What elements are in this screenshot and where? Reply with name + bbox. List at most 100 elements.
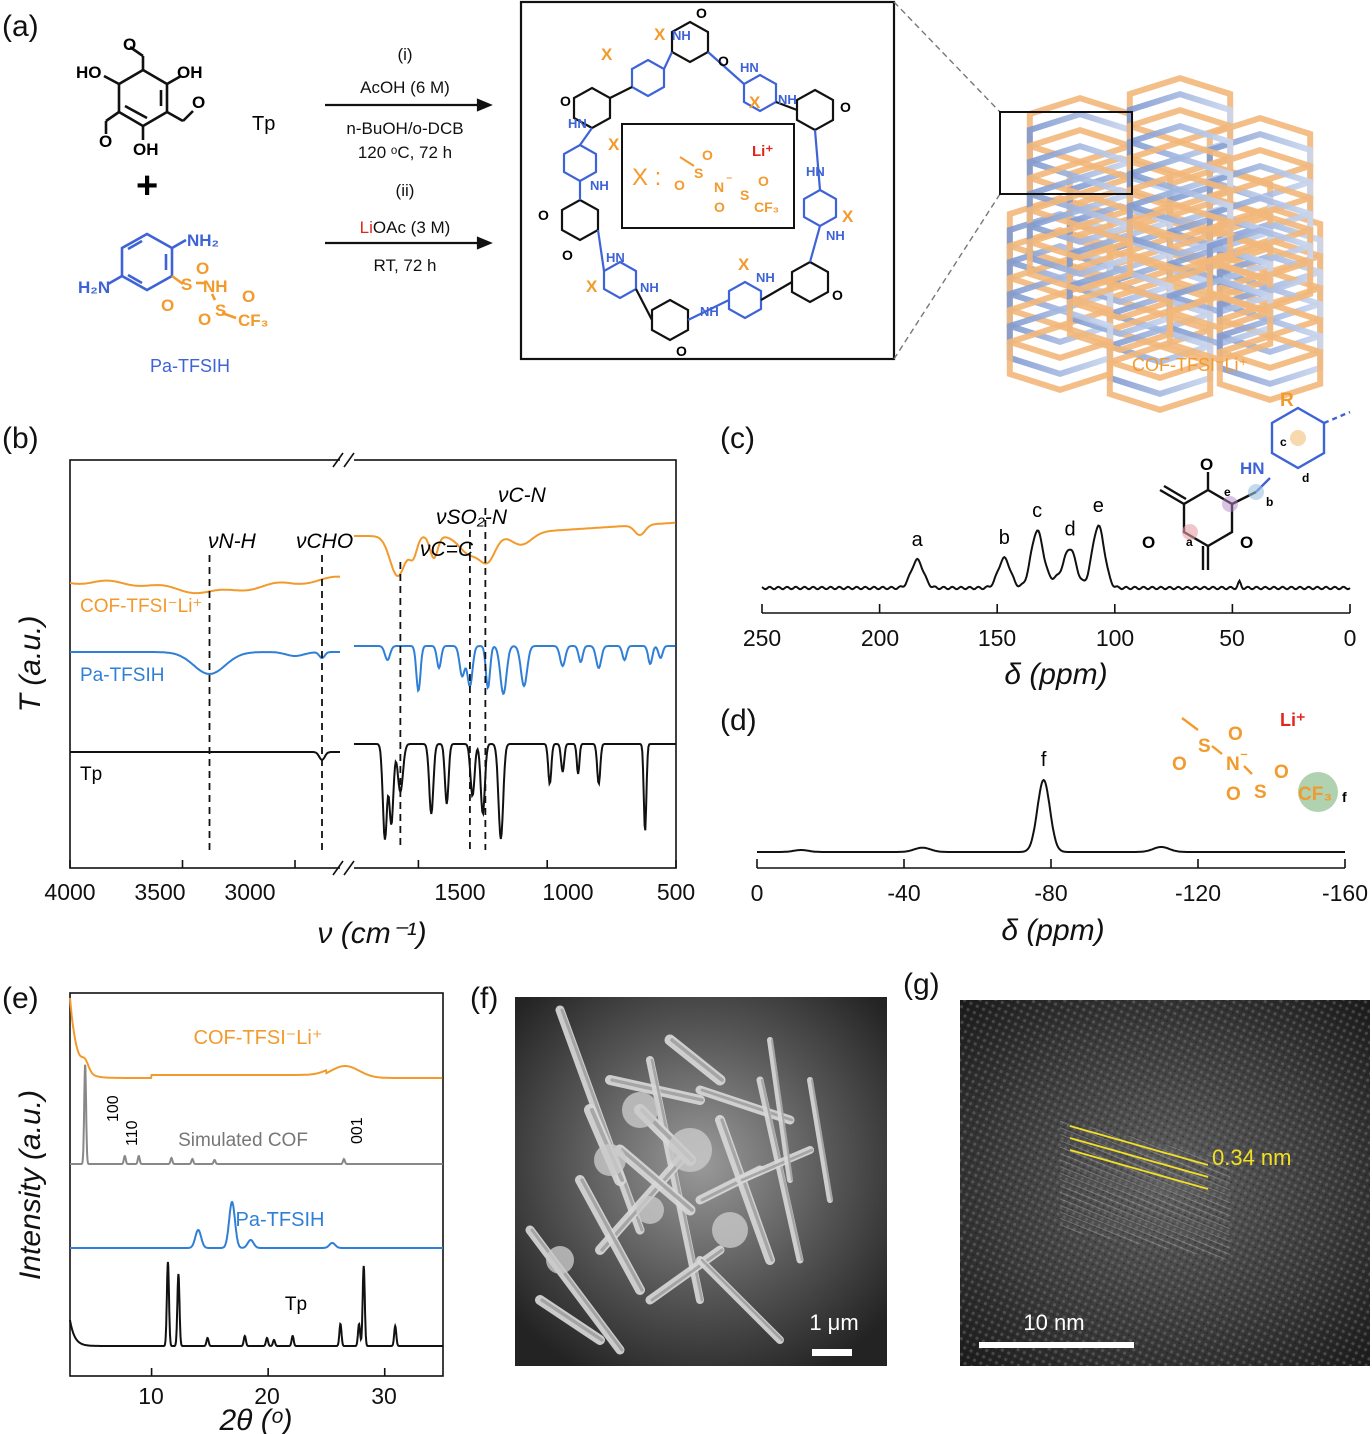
c-inset-structure xyxy=(1159,406,1351,570)
sem-particle xyxy=(594,1144,626,1176)
c-inset-hn: HN xyxy=(1240,459,1265,478)
ftir-series-line xyxy=(354,644,676,696)
ftir-marker-lines xyxy=(208,508,487,850)
network-o-7: O xyxy=(676,343,687,359)
d-inset-cf3: CF₃ xyxy=(1298,784,1332,805)
ftir-series-line xyxy=(354,742,676,840)
c-tick-200: 200 xyxy=(861,625,899,651)
panel-label-g: (g) xyxy=(903,968,940,1001)
xrd-x-ticks xyxy=(150,1368,386,1376)
d-inset-f: f xyxy=(1342,789,1347,805)
cof-layer-hexagon xyxy=(1216,284,1324,356)
c-inset-e: e xyxy=(1224,485,1231,499)
d-x-ticks xyxy=(756,859,1346,868)
network-nh-4: NH xyxy=(826,228,845,243)
cof-layer-hexagon xyxy=(1126,170,1234,242)
legend-n-charge: ⁻ xyxy=(726,173,732,187)
c-peak-label: a xyxy=(912,529,924,551)
sem-particle xyxy=(668,1128,712,1172)
sem-nanorod-shade xyxy=(580,1178,644,1292)
d-peak-labels: f xyxy=(1041,749,1047,771)
d-inset-n-charge: ⁻ xyxy=(1240,749,1248,766)
condition-i-label: (i) xyxy=(397,45,412,64)
xrd-ylabel: Intensity (a.u.) xyxy=(14,1090,47,1280)
sem-nanorod-shade xyxy=(720,1118,774,1262)
condition-i-temp: 120 ᵒC, 72 h xyxy=(358,143,452,162)
sem-nanorod-shade xyxy=(560,1008,644,1232)
tem-fringe-label: 0.34 nm xyxy=(1212,1145,1292,1170)
pa-tfsih-structure xyxy=(107,232,237,320)
sem-particle xyxy=(712,1212,748,1248)
pa-tfsih-name: Pa-TFSIH xyxy=(150,356,230,376)
network-x-6: X xyxy=(586,277,598,296)
network-o-2: O xyxy=(718,53,729,69)
network-hn-2: HN xyxy=(568,116,587,131)
sem-nanorod-shade xyxy=(771,1039,793,1181)
d-inset-o4: O xyxy=(1226,784,1241,805)
sem-nanorod xyxy=(646,1056,704,1304)
sem-nanorod-shade xyxy=(760,1078,804,1262)
d-inset-n: N xyxy=(1226,754,1240,775)
product-name: COF-TFSI⁻Li⁺ xyxy=(1132,355,1248,375)
sem-nanorod-shade xyxy=(740,1148,814,1182)
sem-scale-label: 1 μm xyxy=(809,1310,858,1335)
c-nmr-curve xyxy=(761,524,1351,591)
ftir-tick-3000: 3000 xyxy=(224,879,275,905)
xrd-hkl-100: 100 xyxy=(105,1095,122,1122)
annot-so2n: νSO₂-N xyxy=(436,506,508,529)
c-inset-c: c xyxy=(1280,435,1287,449)
cof-layer-hexagon xyxy=(1126,154,1234,226)
pa-atom-o2: O xyxy=(161,296,174,315)
ftir-tick-500: 500 xyxy=(657,879,695,905)
sem-nanorod-shade xyxy=(650,1248,724,1302)
network-x-4: X xyxy=(608,135,620,154)
tp-atom-labels: O HO OH O O OH xyxy=(76,35,205,159)
d-tick-120: -120 xyxy=(1175,880,1221,906)
sem-nanorod xyxy=(767,1037,793,1183)
c-inset-o3: O xyxy=(1240,533,1253,552)
c-peak-label: c xyxy=(1032,500,1042,522)
ftir-frame xyxy=(69,459,677,869)
annot-cho: νCHO xyxy=(296,530,353,553)
c-inset-a: a xyxy=(1186,535,1193,549)
c-tick-0: 0 xyxy=(1344,625,1357,651)
sem-nanorod-shade xyxy=(620,1148,694,1212)
ftir-legend-pa: Pa-TFSIH xyxy=(80,665,164,686)
legend-o-4: O xyxy=(714,199,725,215)
tp-name: Tp xyxy=(252,113,275,135)
network-x-1: X xyxy=(654,25,666,44)
condition-ii-label: (ii) xyxy=(396,181,415,200)
ftir-legend-cof: COF-TFSI⁻Li⁺ xyxy=(80,596,202,617)
c-tick-250: 250 xyxy=(743,625,781,651)
d-inset-o2: O xyxy=(1228,724,1243,745)
panel-label-e: (e) xyxy=(2,982,39,1015)
ftir-tick-3500: 3500 xyxy=(134,879,185,905)
sem-nanorod xyxy=(696,1256,784,1344)
c-inset-r: R xyxy=(1280,390,1294,411)
panel-a: (a) O HO OH O O OH Tp + xyxy=(2,0,1324,414)
cof-layer-hexagon xyxy=(1126,186,1234,258)
ftir-legend-tp: Tp xyxy=(80,764,102,785)
sem-particle xyxy=(546,1246,574,1274)
d-peak-label: f xyxy=(1041,749,1047,771)
sem-particle xyxy=(622,1092,658,1128)
d-tick-0: 0 xyxy=(751,880,764,906)
condition-i-solvent: n-BuOH/o-DCB xyxy=(346,119,463,138)
pa-atom-s2: S xyxy=(215,301,226,320)
xrd-frame xyxy=(69,992,444,1377)
panel-e: (e) 10 20 30 2θ (ᵒ) Intensity (a.u.) COF… xyxy=(2,982,444,1434)
cof-network-bonds xyxy=(560,20,838,342)
d-inset-structure xyxy=(1181,717,1338,812)
sem-nanorod-shade xyxy=(540,1298,604,1342)
xrd-label-cof: COF-TFSI⁻Li⁺ xyxy=(194,1027,323,1049)
cof-layer-hexagon xyxy=(1006,322,1114,394)
d-tick-40: -40 xyxy=(887,880,920,906)
d-tick-80: -80 xyxy=(1034,880,1067,906)
d-nmr-curve xyxy=(757,778,1345,853)
xrd-label-sim: Simulated COF xyxy=(178,1130,308,1151)
network-x-7: X xyxy=(738,255,750,274)
sem-nanorod-shade xyxy=(700,1258,784,1342)
condition-i-acid: AcOH (6 M) xyxy=(360,78,450,97)
tp-atom-o3: O xyxy=(99,132,112,151)
